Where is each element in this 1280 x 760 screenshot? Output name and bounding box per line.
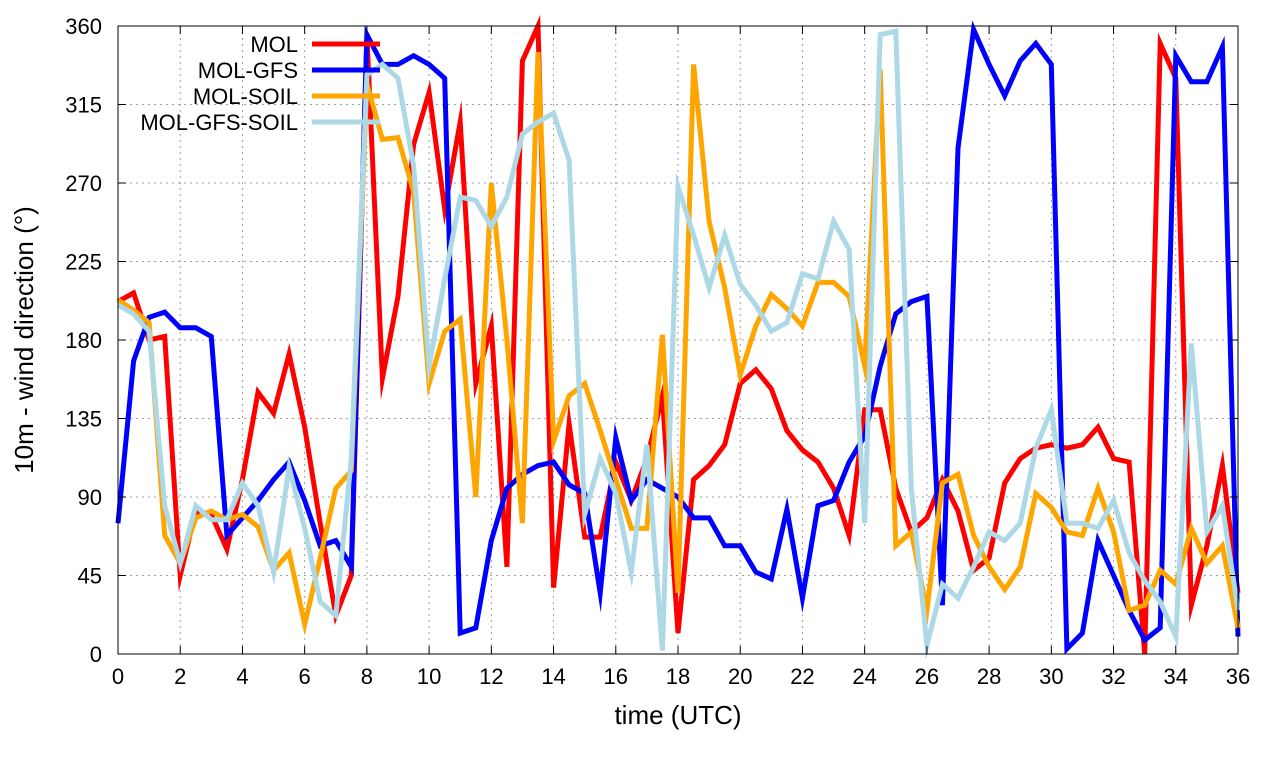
legend-label-mol-gfs-soil: MOL-GFS-SOIL <box>140 110 298 135</box>
x-tick-label: 10 <box>417 664 441 689</box>
y-tick-label: 180 <box>65 328 102 353</box>
x-tick-label: 12 <box>479 664 503 689</box>
legend-label-mol-gfs: MOL-GFS <box>198 58 298 83</box>
y-tick-label: 315 <box>65 93 102 118</box>
x-tick-label: 32 <box>1101 664 1125 689</box>
series-line-mol-gfs <box>115 20 1241 655</box>
legend-label-mol: MOL <box>250 32 298 57</box>
x-tick-label: 22 <box>790 664 814 689</box>
tick-layer <box>117 25 1239 655</box>
y-tick-label: 135 <box>65 407 102 432</box>
x-tick-label: 24 <box>852 664 876 689</box>
x-tick-label: 8 <box>361 664 373 689</box>
y-tick-label: 0 <box>90 642 102 667</box>
x-tick-label: 16 <box>604 664 628 689</box>
series-line-mol <box>116 14 1241 655</box>
x-axis-title: time (UTC) <box>614 700 741 730</box>
y-tick-label: 360 <box>65 14 102 39</box>
y-tick-label: 270 <box>65 171 102 196</box>
legend-label-mol-soil: MOL-SOIL <box>193 84 298 109</box>
y-tick-label: 225 <box>65 250 102 275</box>
tick-label-layer: 0 2 4 6 8 10 12 14 16 18 20 22 24 26 28 30 32 34 360459013… <box>65 14 1250 689</box>
x-tick-label: 18 <box>666 664 690 689</box>
x-tick-label: 20 <box>728 664 752 689</box>
x-tick-label: 14 <box>541 664 565 689</box>
series-line-mol-gfs-soil <box>116 28 1241 660</box>
x-tick-label: 28 <box>977 664 1001 689</box>
x-tick-label: 34 <box>1164 664 1188 689</box>
series-line-mol-soil <box>116 52 1241 636</box>
y-tick-label: 90 <box>78 485 102 510</box>
x-tick-label: 0 <box>112 664 124 689</box>
x-tick-label: 26 <box>915 664 939 689</box>
x-tick-label: 36 <box>1226 664 1250 689</box>
series-layer <box>115 14 1241 660</box>
y-tick-label: 45 <box>78 564 102 589</box>
x-tick-label: 4 <box>236 664 248 689</box>
x-tick-label: 30 <box>1039 664 1063 689</box>
x-tick-label: 2 <box>174 664 186 689</box>
y-axis-title: 10m - wind direction (°) <box>9 206 39 474</box>
x-tick-label: 6 <box>299 664 311 689</box>
